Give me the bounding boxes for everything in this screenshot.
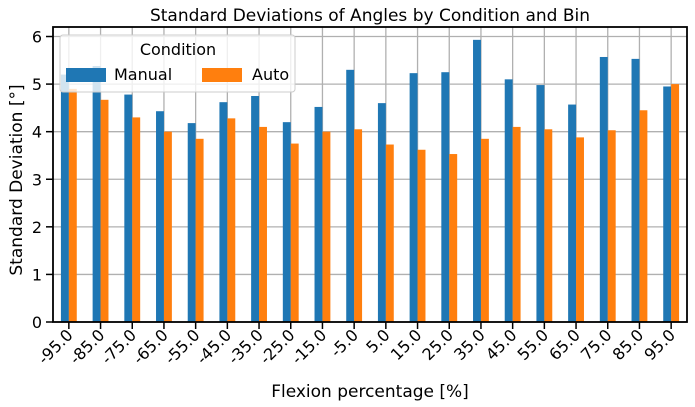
bar-auto: [259, 126, 267, 322]
bar-manual: [504, 79, 513, 322]
y-tick-label: 5: [32, 75, 42, 94]
bar-manual: [219, 102, 228, 322]
bar-manual: [314, 106, 323, 322]
bar-auto: [132, 117, 141, 322]
bar-auto: [290, 143, 299, 322]
bar-auto: [195, 138, 204, 322]
bar-manual: [473, 39, 481, 323]
bar-manual: [60, 74, 69, 322]
bar-auto: [544, 129, 553, 322]
legend-label-manual: Manual: [114, 65, 172, 84]
bar-auto: [576, 137, 584, 322]
y-tick-label: 0: [32, 313, 42, 332]
bar-manual: [124, 94, 133, 322]
bar-manual: [663, 86, 672, 323]
bar-manual: [599, 56, 608, 323]
bars: [60, 39, 680, 323]
bar-auto: [100, 99, 109, 322]
legend-title: Condition: [140, 40, 216, 59]
bar-manual: [282, 122, 291, 323]
x-axis-label: Flexion percentage [%]: [271, 382, 469, 402]
bar-manual: [187, 123, 196, 322]
legend: Condition Manual Auto: [59, 34, 296, 93]
bar-auto: [68, 88, 77, 323]
plot-frame: [52, 26, 688, 323]
bar-manual: [536, 85, 545, 322]
bar-auto: [480, 138, 489, 322]
y-tick-label: 4: [32, 123, 42, 142]
bar-auto: [512, 126, 521, 322]
bar-auto: [227, 118, 236, 323]
bar-auto: [354, 129, 363, 322]
bar-manual: [156, 111, 164, 322]
bar-manual: [568, 104, 577, 322]
bar-auto: [163, 131, 172, 322]
y-tick-label: 6: [32, 28, 42, 47]
bar-auto: [322, 131, 331, 322]
bar-manual: [409, 73, 418, 322]
bar-auto: [385, 144, 394, 322]
bar-auto: [639, 110, 648, 322]
bar-manual: [92, 66, 101, 322]
y-tick-label: 3: [32, 170, 42, 189]
bar-auto: [671, 84, 680, 322]
bar-manual: [346, 69, 355, 323]
bar-auto: [449, 154, 458, 322]
bar-manual: [441, 72, 450, 322]
y-tick-label: 2: [32, 218, 42, 237]
y-tick-label: 1: [32, 265, 42, 284]
bar-manual: [377, 103, 386, 323]
bar-auto: [417, 149, 426, 322]
bar-auto: [607, 130, 616, 322]
legend-label-auto: Auto: [252, 65, 289, 84]
chart-title: Standard Deviations of Angles by Conditi…: [150, 6, 590, 26]
bar-manual: [631, 58, 640, 323]
y-axis: 0 1 2 3 4 5 6: [32, 28, 53, 332]
y-axis-label: Standard Deviation [°]: [7, 84, 27, 275]
legend-swatch-auto: [202, 68, 242, 82]
bar-manual: [251, 95, 260, 322]
legend-swatch-manual: [66, 68, 106, 82]
